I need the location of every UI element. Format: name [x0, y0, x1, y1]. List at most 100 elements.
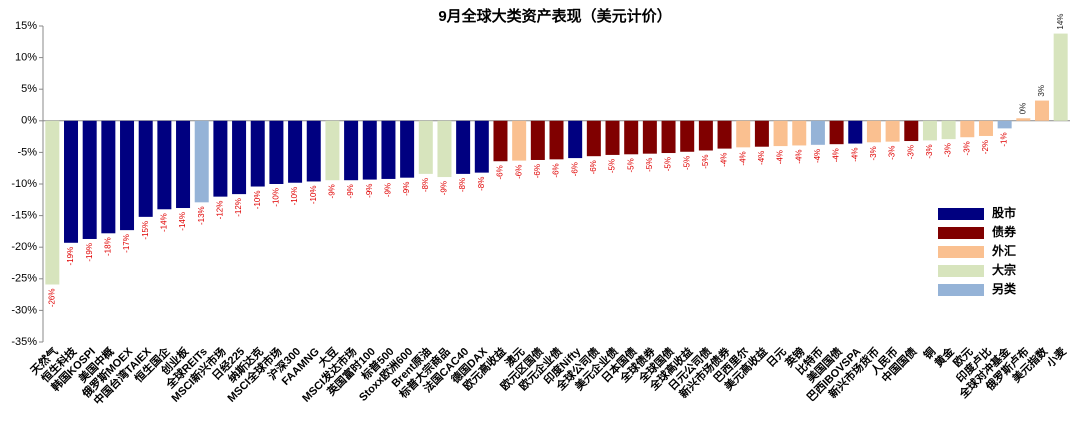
data-label: -3% — [925, 144, 934, 158]
data-label: -6% — [514, 165, 523, 179]
chart-title: 9月全球大类资产表现（美元计价） — [438, 7, 671, 25]
data-label: -19% — [85, 243, 94, 262]
data-label: -19% — [66, 247, 75, 266]
legend-swatch — [938, 284, 984, 296]
bar — [754, 120, 769, 147]
data-label: -4% — [757, 151, 766, 165]
bar — [1053, 33, 1068, 121]
bar — [717, 120, 732, 149]
x-tick-label: 日元 — [764, 345, 789, 370]
data-label: 14% — [1056, 14, 1065, 30]
data-label: -6% — [496, 165, 505, 179]
data-label: -5% — [626, 158, 635, 172]
bar — [232, 120, 247, 195]
bar — [922, 120, 937, 141]
data-label: -4% — [720, 153, 729, 167]
bar — [456, 120, 471, 174]
y-tick-label: 10% — [15, 52, 37, 64]
data-label: -13% — [197, 206, 206, 225]
legend-label: 大宗 — [992, 262, 1016, 277]
data-label: -3% — [906, 145, 915, 159]
bar — [157, 120, 172, 210]
data-label: -2% — [981, 140, 990, 154]
bar — [885, 120, 900, 142]
data-label: -3% — [888, 146, 897, 160]
y-tick-label: -30% — [11, 304, 37, 316]
data-label: -4% — [794, 149, 803, 163]
data-label: -1% — [1000, 132, 1009, 146]
data-label: -5% — [608, 159, 617, 173]
data-label: -14% — [178, 212, 187, 231]
data-label: 0% — [1018, 103, 1027, 115]
bar — [64, 120, 79, 243]
bar — [568, 120, 583, 159]
bar — [866, 120, 881, 143]
bar — [82, 120, 97, 239]
bar — [306, 120, 321, 182]
bar — [437, 120, 452, 178]
y-tick-label: -35% — [11, 336, 37, 348]
legend-swatch — [938, 208, 984, 220]
data-label: -6% — [589, 160, 598, 174]
bar — [698, 120, 713, 151]
data-label: -6% — [552, 163, 561, 177]
bar — [400, 120, 415, 178]
bar — [810, 120, 825, 145]
data-label: -12% — [234, 198, 243, 217]
data-label: -12% — [216, 201, 225, 220]
data-label: -15% — [141, 221, 150, 240]
legend-swatch — [938, 265, 984, 277]
bar — [549, 120, 564, 160]
bar — [736, 120, 751, 148]
bar — [1016, 118, 1031, 121]
bar — [530, 120, 545, 160]
y-tick-label: -5% — [17, 146, 37, 158]
bar — [344, 120, 359, 181]
data-label: -6% — [533, 164, 542, 178]
data-label: -14% — [159, 213, 168, 232]
bar — [138, 120, 153, 217]
data-label: -17% — [122, 234, 131, 253]
legend-label: 外汇 — [992, 243, 1016, 258]
bar — [269, 120, 284, 184]
bar — [45, 120, 60, 285]
bar — [680, 120, 695, 152]
bar — [978, 120, 993, 136]
data-label: -5% — [701, 155, 710, 169]
data-label: -4% — [813, 149, 822, 163]
bar — [642, 120, 657, 154]
data-label: 3% — [1037, 85, 1046, 97]
data-label: -4% — [850, 148, 859, 162]
data-label: -10% — [290, 187, 299, 206]
bar — [325, 120, 340, 181]
data-label: -4% — [832, 148, 841, 162]
bar — [586, 120, 601, 157]
y-tick-label: 0% — [21, 115, 37, 127]
bar — [381, 120, 396, 179]
legend-label: 股市 — [992, 205, 1016, 220]
data-label: -10% — [253, 191, 262, 210]
data-label: -26% — [47, 288, 56, 307]
data-label: -6% — [570, 162, 579, 176]
bar — [624, 120, 639, 155]
bar — [213, 120, 228, 197]
y-tick-label: -25% — [11, 273, 37, 285]
bar — [1034, 100, 1049, 121]
data-label: -10% — [309, 185, 318, 204]
bar — [418, 120, 433, 174]
bar — [194, 120, 209, 203]
data-label: -4% — [776, 150, 785, 164]
y-tick-label: -20% — [11, 241, 37, 253]
y-tick-label: 5% — [21, 83, 37, 95]
data-label: -9% — [346, 184, 355, 198]
bar — [904, 120, 919, 142]
data-label: -3% — [869, 146, 878, 160]
data-label: -8% — [421, 178, 430, 192]
bar — [512, 120, 527, 161]
data-label: -5% — [645, 158, 654, 172]
data-label: -8% — [477, 177, 486, 191]
y-tick-label: 15% — [15, 20, 37, 32]
legend-swatch — [938, 227, 984, 239]
bar — [176, 120, 191, 209]
data-label: -5% — [664, 157, 673, 171]
